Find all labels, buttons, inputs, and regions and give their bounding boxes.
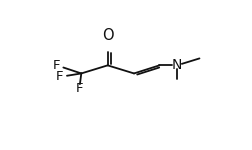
- Text: F: F: [53, 59, 61, 72]
- Text: F: F: [76, 82, 83, 95]
- Text: O: O: [102, 28, 113, 43]
- Text: F: F: [56, 70, 64, 83]
- Text: N: N: [172, 58, 182, 72]
